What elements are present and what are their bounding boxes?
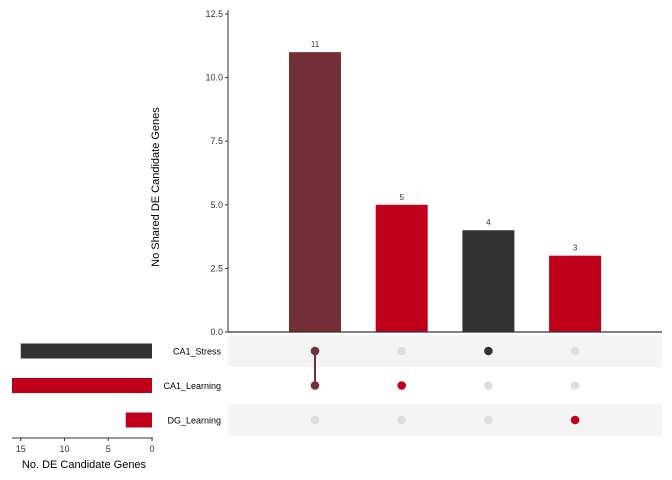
matrix-stripe-dg-learning: [228, 404, 662, 436]
matrix-panel: CA1_Stress CA1_Learning DG_Learning: [163, 335, 662, 436]
set-size-bar-ca1-learning: [12, 378, 152, 393]
matrix-dot-1-ca1-stress-active: [310, 346, 320, 356]
matrix-dot-2-ca1-stress-inactive: [397, 346, 407, 356]
y-tick-label: 0.0: [210, 327, 223, 337]
y-tick-label: 2.5: [210, 263, 223, 273]
matrix-dot-4-dg-learning-active: [570, 415, 580, 425]
matrix-dot-2-ca1-learning-active: [397, 381, 407, 390]
set-size-tick-label: 10: [59, 444, 69, 454]
intersection-bar-4: [549, 255, 602, 332]
intersection-bar-1: [289, 52, 341, 332]
intersection-bar-value-label: 11: [311, 40, 320, 49]
set-size-panel: 15 10 5 0 No. DE Candidate Genes: [12, 343, 155, 471]
set-size-tick-label: 15: [16, 444, 26, 454]
matrix-dot-4-ca1-stress-inactive: [570, 346, 580, 356]
matrix-stripes: [228, 335, 662, 436]
matrix-dot-3-dg-learning-inactive: [484, 415, 493, 425]
intersection-y-ticks: 0.0 2.5 5.0 7.5 10.0 12.5: [205, 9, 228, 337]
set-label-ca1-learning: CA1_Learning: [163, 381, 221, 391]
matrix-dot-1-dg-learning-inactive: [310, 415, 320, 425]
y-tick-label: 5.0: [210, 200, 223, 210]
set-size-bar-ca1-stress: [20, 343, 152, 359]
set-label-ca1-stress: CA1_Stress: [173, 347, 222, 357]
intersection-bar-panel: 11 5 4 3 0.0 2.5 5.0 7.5 10.0 12.5 No Shared DE …: [150, 9, 662, 337]
y-tick-label: 12.5: [205, 9, 223, 19]
set-size-axis-title: No. DE Candidate Genes: [22, 459, 147, 471]
set-size-ticks: 15 10 5 0: [16, 438, 155, 454]
set-name-labels: CA1_Stress CA1_Learning DG_Learning: [163, 347, 221, 426]
matrix-dot-2-dg-learning-inactive: [397, 415, 407, 425]
set-size-bars: [12, 343, 152, 428]
intersection-bar-value-label: 4: [486, 218, 491, 227]
intersection-y-axis-title: No Shared DE Candidate Genes: [150, 107, 162, 267]
matrix-dot-3-ca1-learning-inactive: [484, 381, 493, 390]
intersection-bars: [289, 52, 602, 332]
intersection-bar-value-label: 3: [573, 244, 578, 253]
y-tick-label: 10.0: [205, 73, 223, 83]
intersection-bar-value-label: 5: [399, 193, 404, 202]
matrix-stripe-ca1-stress: [228, 335, 662, 367]
set-label-dg-learning: DG_Learning: [167, 416, 221, 426]
matrix-dot-1-ca1-learning-active: [310, 381, 320, 390]
set-size-bar-dg-learning: [125, 412, 152, 428]
set-size-tick-label: 0: [149, 444, 154, 454]
intersection-bar-3: [462, 230, 515, 332]
matrix-dot-3-ca1-stress-active: [484, 346, 493, 356]
intersection-bar-2: [375, 204, 428, 332]
y-tick-label: 7.5: [210, 136, 223, 146]
matrix-dots: [310, 346, 580, 425]
matrix-dot-4-ca1-learning-inactive: [570, 381, 580, 390]
set-size-tick-label: 5: [106, 444, 111, 454]
intersection-bar-labels: 11 5 4 3: [311, 40, 578, 253]
